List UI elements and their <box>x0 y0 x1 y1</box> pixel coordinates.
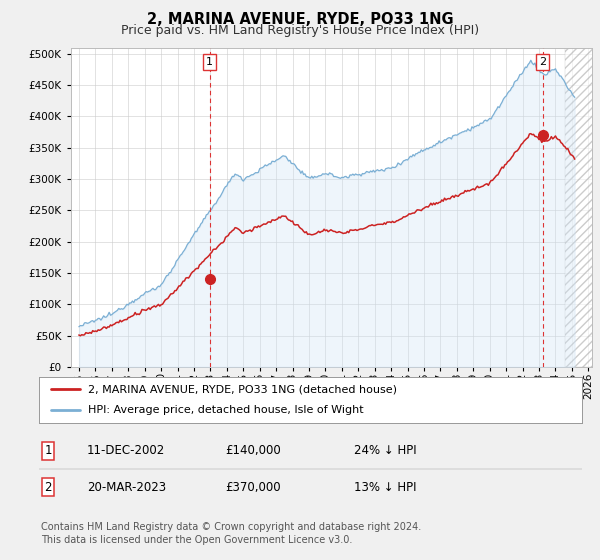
Text: HPI: Average price, detached house, Isle of Wight: HPI: Average price, detached house, Isle… <box>88 405 364 416</box>
Text: 24% ↓ HPI: 24% ↓ HPI <box>354 444 416 458</box>
Text: £140,000: £140,000 <box>225 444 281 458</box>
Text: 1: 1 <box>206 57 213 67</box>
Text: 2: 2 <box>44 480 52 494</box>
Text: £370,000: £370,000 <box>225 480 281 494</box>
Text: 20-MAR-2023: 20-MAR-2023 <box>87 480 166 494</box>
Text: 2, MARINA AVENUE, RYDE, PO33 1NG: 2, MARINA AVENUE, RYDE, PO33 1NG <box>146 12 454 27</box>
Text: 2, MARINA AVENUE, RYDE, PO33 1NG (detached house): 2, MARINA AVENUE, RYDE, PO33 1NG (detach… <box>88 384 397 394</box>
Text: Contains HM Land Registry data © Crown copyright and database right 2024.
This d: Contains HM Land Registry data © Crown c… <box>41 522 421 545</box>
Text: Price paid vs. HM Land Registry's House Price Index (HPI): Price paid vs. HM Land Registry's House … <box>121 24 479 36</box>
Text: 1: 1 <box>44 444 52 458</box>
Text: 13% ↓ HPI: 13% ↓ HPI <box>354 480 416 494</box>
Text: 11-DEC-2002: 11-DEC-2002 <box>87 444 165 458</box>
Text: 2: 2 <box>539 57 546 67</box>
